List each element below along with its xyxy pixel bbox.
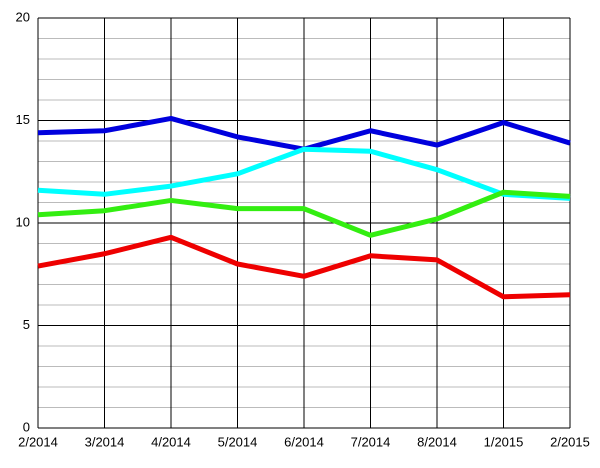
x-tick-label: 6/2014 (284, 434, 324, 449)
x-tick-label: 2/2014 (18, 434, 58, 449)
x-tick-label: 7/2014 (351, 434, 391, 449)
x-tick-label: 1/2015 (484, 434, 524, 449)
x-tick-label: 2/2015 (550, 434, 590, 449)
x-tick-label: 4/2014 (151, 434, 191, 449)
x-tick-label: 8/2014 (417, 434, 457, 449)
y-tick-label: 0 (23, 419, 30, 434)
series-line (37, 234, 571, 300)
x-tick-label: 3/2014 (85, 434, 125, 449)
x-tick-label: 5/2014 (218, 434, 258, 449)
series-line (37, 146, 571, 201)
y-tick-label: 15 (16, 112, 30, 127)
y-tick-label: 10 (16, 214, 30, 229)
y-tick-label: 5 (23, 317, 30, 332)
y-tick-label: 20 (16, 9, 30, 24)
series-line (37, 189, 571, 238)
